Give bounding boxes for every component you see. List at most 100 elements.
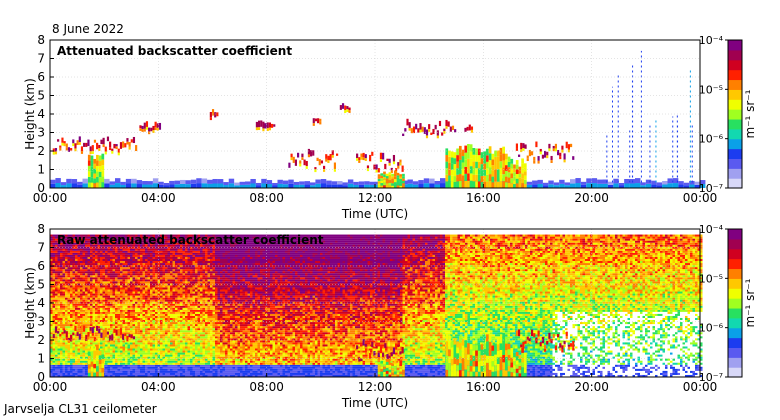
backscatter-cell [92, 295, 95, 298]
backscatter-cell [102, 315, 105, 318]
surface-layer [537, 179, 543, 184]
backscatter-cell [190, 258, 193, 262]
backscatter-cell [127, 254, 130, 257]
backscatter-cell [147, 305, 150, 308]
backscatter-cell [127, 242, 130, 245]
backscatter-cell [127, 356, 130, 359]
backscatter-cell [132, 366, 135, 369]
backscatter-cell [172, 256, 175, 259]
backscatter-cell [150, 336, 153, 339]
backscatter-cell [140, 334, 143, 337]
backscatter-cell [165, 336, 168, 339]
backscatter-cell [147, 334, 150, 337]
backscatter-cell [77, 320, 80, 323]
backscatter-cell [190, 356, 193, 359]
backscatter-cell [62, 322, 65, 325]
backscatter-cell [125, 240, 128, 243]
backscatter-cell [75, 250, 78, 253]
backscatter-cell [50, 370, 53, 373]
backscatter-cell [87, 348, 90, 351]
backscatter-cell [137, 273, 140, 276]
backscatter-cell [80, 364, 83, 367]
backscatter-cell [167, 275, 170, 278]
backscatter-cell [60, 368, 63, 371]
backscatter-cell [107, 236, 110, 239]
backscatter-cell [67, 326, 70, 329]
backscatter-cell [135, 344, 138, 347]
backscatter-cell [192, 244, 195, 247]
backscatter-cell [72, 256, 75, 259]
backscatter-cell [137, 234, 140, 237]
backscatter-cell [170, 350, 173, 353]
backscatter-cell [177, 246, 180, 249]
backscatter-cell [127, 309, 130, 312]
backscatter-cell [142, 299, 145, 302]
backscatter-cell [57, 254, 60, 257]
precipitation [391, 176, 394, 179]
backscatter-cell [165, 256, 168, 259]
backscatter-cell [65, 269, 68, 272]
backscatter-cell [62, 350, 65, 353]
backscatter-cell [117, 287, 120, 290]
backscatter-cell [112, 273, 115, 276]
backscatter-cell [150, 267, 153, 270]
backscatter-cell [72, 238, 75, 241]
backscatter-cell [185, 250, 188, 253]
backscatter-cell [125, 317, 128, 321]
backscatter-cell [52, 360, 55, 363]
backscatter-cell [167, 285, 170, 288]
backscatter-cell [130, 267, 133, 270]
precipitation [101, 170, 105, 177]
backscatter-cell [105, 275, 108, 278]
precipitation [483, 157, 487, 164]
cloud-layer [126, 138, 129, 142]
backscatter-cell [135, 285, 138, 288]
surface-layer [597, 179, 603, 184]
backscatter-cell [65, 267, 68, 270]
precipitation [458, 166, 462, 174]
backscatter-cell [70, 324, 73, 327]
backscatter-cell [77, 283, 80, 286]
precipitation [523, 167, 527, 172]
backscatter-cell [50, 348, 53, 351]
backscatter-cell [55, 340, 58, 343]
backscatter-cell [80, 360, 83, 363]
cloud-layer [325, 158, 328, 162]
surface-layer [553, 185, 560, 188]
backscatter-cell [52, 291, 55, 294]
backscatter-cell [122, 354, 125, 357]
backscatter-cell [150, 293, 153, 296]
backscatter-cell [142, 354, 145, 357]
backscatter-cell [115, 350, 118, 353]
backscatter-cell [100, 297, 103, 300]
backscatter-cell [52, 271, 55, 274]
backscatter-cell [157, 346, 160, 349]
backscatter-cell [70, 352, 73, 355]
precipitation [472, 161, 476, 169]
backscatter-cell [77, 297, 80, 300]
backscatter-cell [80, 356, 83, 359]
backscatter-cell [52, 305, 55, 308]
backscatter-cell [87, 340, 90, 343]
backscatter-cell [182, 279, 185, 282]
precipitation [499, 154, 503, 162]
backscatter-cell [85, 248, 88, 251]
backscatter-cell [135, 346, 138, 349]
backscatter-cell [187, 267, 190, 270]
backscatter-cell [175, 248, 178, 251]
backscatter-cell [65, 340, 68, 343]
backscatter-cell [117, 281, 120, 284]
surface-layer [678, 181, 684, 185]
precipitation [399, 185, 403, 188]
backscatter-cell [160, 338, 163, 341]
backscatter-cell [185, 360, 188, 363]
backscatter-cell [57, 248, 60, 251]
backscatter-cell [92, 309, 95, 312]
backscatter-cell [112, 362, 115, 365]
backscatter-cell [167, 342, 170, 345]
cloud-layer [266, 122, 269, 129]
backscatter-cell [77, 370, 80, 373]
backscatter-cell [75, 279, 78, 282]
backscatter-cell [105, 277, 108, 280]
precipitation [396, 180, 400, 183]
